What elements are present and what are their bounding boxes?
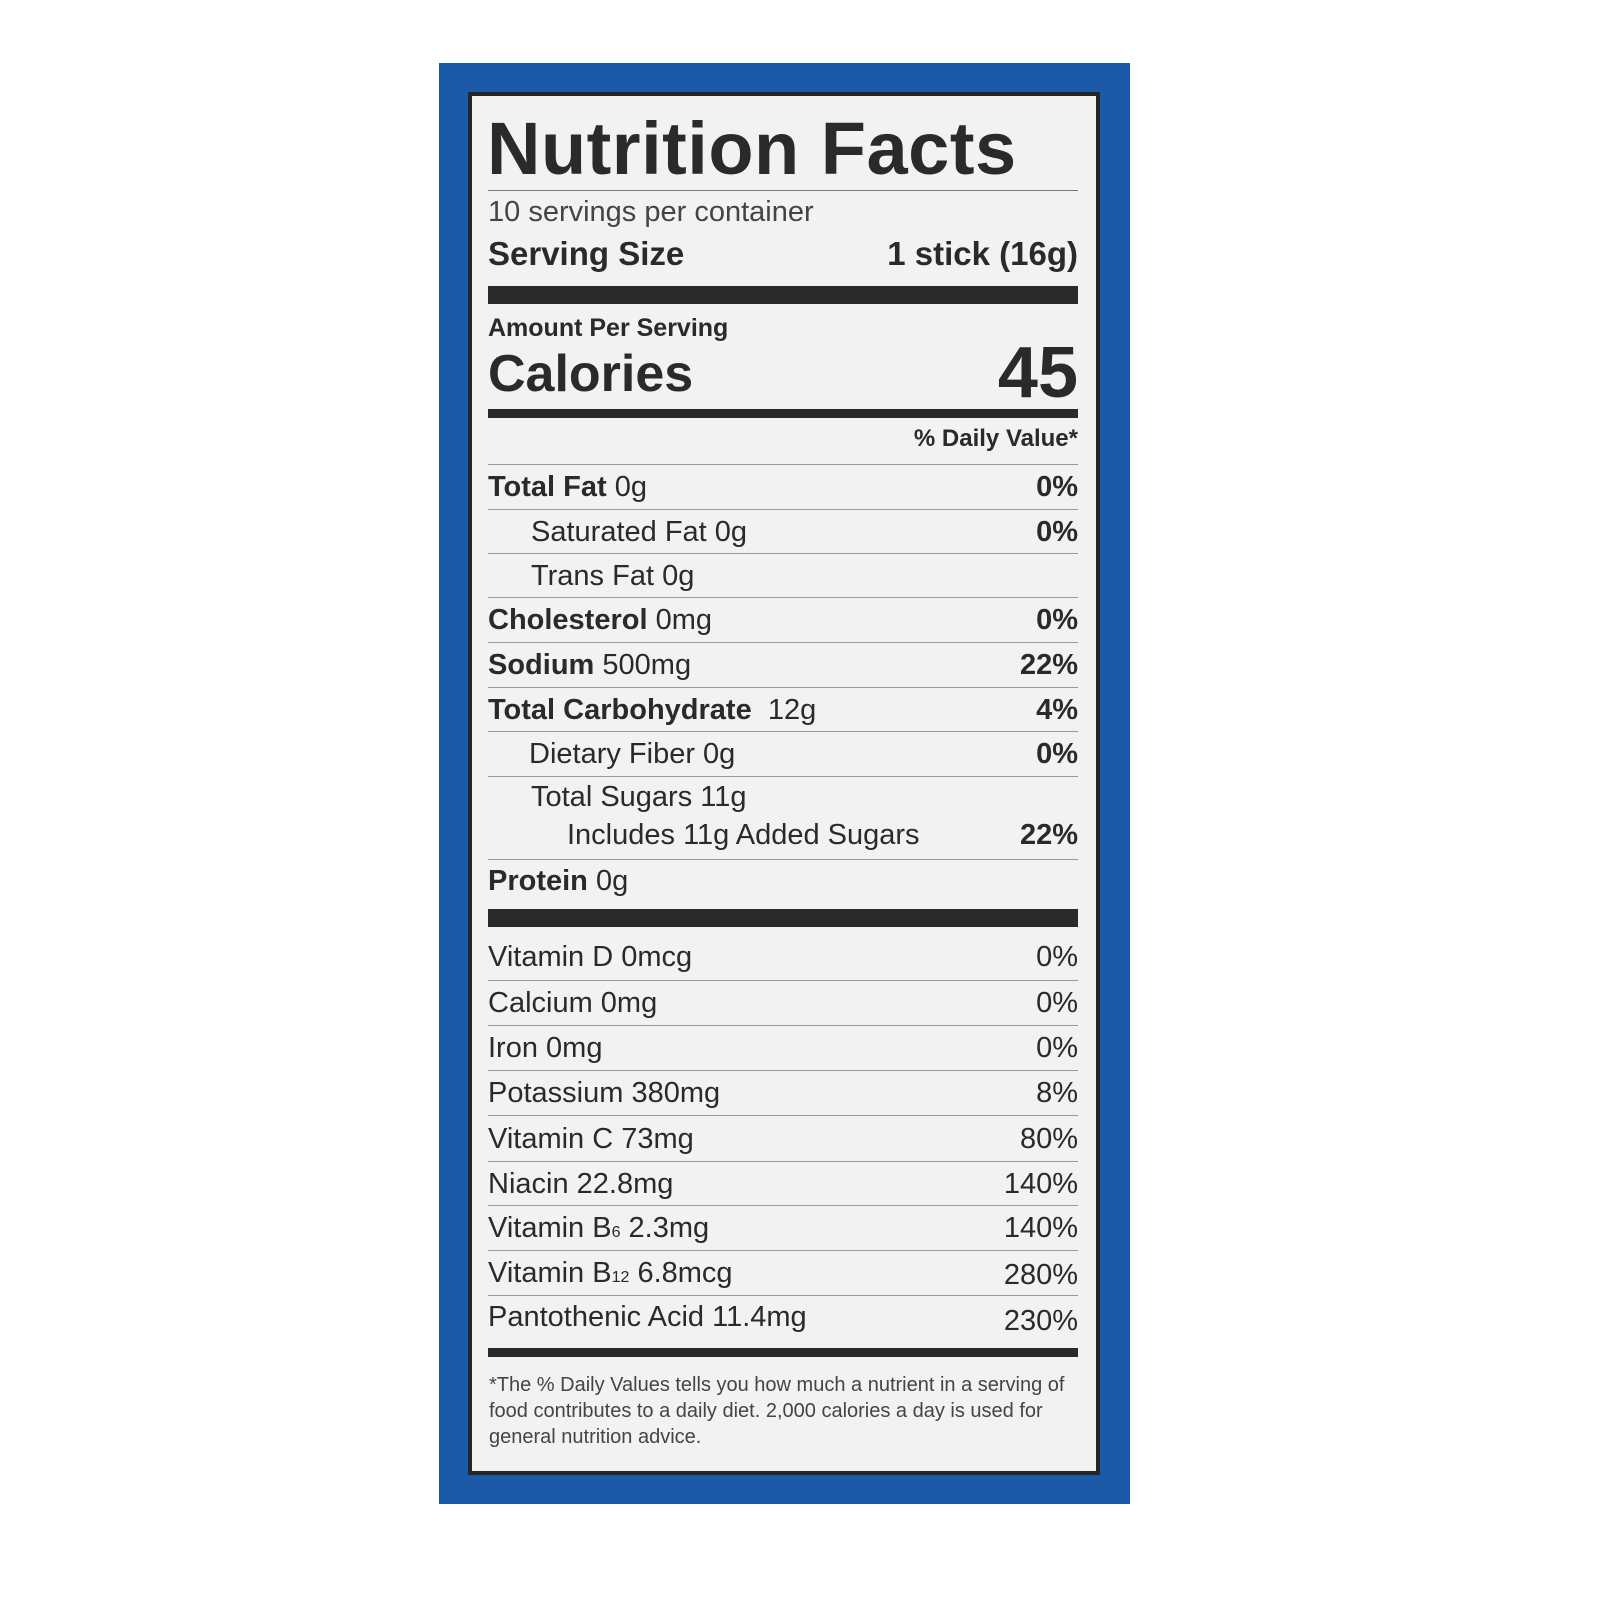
nutrient-label: Sodium [488,649,595,681]
divider [488,1205,1078,1206]
divider [488,1161,1078,1162]
serving-size-value: 1 stick (16g) [887,235,1078,272]
vitamin-amount: 2.3mg [628,1212,710,1244]
vitamin-label: Vitamin D 0mcg [488,941,693,973]
divider [488,1115,1078,1116]
nutrient-dv: 4% [1036,694,1078,726]
vitamin-dv: 140% [1003,1168,1078,1200]
nutrient-amount: 0g [595,865,629,897]
nutrient-label: Protein [488,865,588,897]
vitamin-row: Pantothenic Acid 11.4mg 230% [488,1297,1078,1341]
vitamin-label: Vitamin C 73mg [488,1123,694,1155]
medium-divider [488,1348,1078,1357]
vitamin-label: Potassium 380mg [488,1077,721,1109]
nutrient-row-dietary-fiber: Dietary Fiber 0g 0% [488,732,1078,776]
divider [488,776,1078,777]
nutrient-label: Trans Fat 0g [531,560,695,592]
nutrient-row-cholesterol: Cholesterol 0mg 0% [488,598,1078,642]
label-title: Nutrition Facts [487,107,1017,190]
divider [488,190,1078,191]
divider [488,1295,1078,1296]
vitamin-dv: 230% [1003,1305,1078,1337]
vitamin-label: Iron 0mg [488,1032,603,1064]
divider [488,859,1078,860]
nutrient-amount: 500mg [602,649,692,681]
servings-per-container: 10 servings per container [488,196,814,228]
nutrient-amount: 12g [767,694,817,726]
nutrient-row-saturated-fat: Saturated Fat 0g 0% [488,510,1078,554]
vitamin-row: Iron 0mg 0% [488,1026,1078,1070]
divider [488,1070,1078,1071]
nutrient-label: Dietary Fiber 0g [529,738,736,770]
medium-divider [488,409,1078,418]
calories-value: 45 [997,333,1078,413]
nutrition-label-panel [468,92,1100,1475]
nutrient-row-total-carbohydrate: Total Carbohydrate 12g 4% [488,688,1078,732]
vitamin-dv: 280% [1003,1259,1078,1291]
thick-divider [488,909,1078,927]
vitamin-dv: 0% [1036,987,1078,1019]
nutrient-dv: 22% [1019,649,1078,681]
nutrient-label: Total Sugars 11g [531,781,747,813]
serving-size-label: Serving Size [488,235,685,272]
nutrient-amount: 0mg [655,604,713,636]
nutrient-dv: 0% [1036,738,1078,770]
nutrient-label: Total Fat [488,471,607,503]
divider [488,464,1078,465]
nutrient-label: Includes 11g Added Sugars [567,819,920,851]
vitamin-label: Vitamin B [488,1257,612,1289]
vitamin-dv: 0% [1036,1032,1078,1064]
vitamin-subscript: 6 [611,1224,621,1241]
vitamin-dv: 0% [1036,941,1078,973]
vitamin-row: Potassium 380mg 8% [488,1071,1078,1115]
vitamin-label: Calcium 0mg [488,987,658,1019]
daily-value-header: % Daily Value* [913,425,1078,452]
nutrient-row-protein: Protein 0g [488,860,1078,904]
vitamin-row: Niacin 22.8mg 140% [488,1162,1078,1206]
nutrient-label: Cholesterol [488,604,648,636]
vitamin-label: Pantothenic Acid 11.4mg [488,1301,807,1333]
vitamin-row: Vitamin D 0mcg 0% [488,935,1078,979]
nutrient-row-trans-fat: Trans Fat 0g [488,554,1078,598]
thick-divider [488,286,1078,304]
vitamin-dv: 140% [1003,1212,1078,1244]
vitamin-row: Vitamin B6 2.3mg 140% [488,1206,1078,1250]
divider [488,597,1078,598]
divider [488,642,1078,643]
vitamin-row: Vitamin C 73mg 80% [488,1117,1078,1161]
vitamin-label: Niacin 22.8mg [488,1168,674,1200]
vitamin-subscript: 12 [611,1269,630,1286]
calories-label: Calories [488,345,694,403]
nutrient-row-total-sugars: Total Sugars 11g [488,777,1078,821]
serving-size-row: Serving Size 1 stick (16g) [488,237,1078,273]
nutrient-row-added-sugars: Includes 11g Added Sugars 22% [488,817,1078,861]
divider [488,687,1078,688]
vitamin-dv: 80% [1019,1123,1078,1155]
nutrient-dv: 0% [1036,471,1078,503]
divider [488,553,1078,554]
divider [488,1025,1078,1026]
calories-row: Calories 45 [488,337,1078,409]
nutrient-row-sodium: Sodium 500mg 22% [488,643,1078,687]
nutrient-dv: 0% [1036,604,1078,636]
divider [488,731,1078,732]
divider [488,1250,1078,1251]
nutrient-label: Saturated Fat 0g [531,516,748,548]
nutrient-row-total-fat: Total Fat 0g 0% [488,465,1078,509]
nutrient-amount: 0g [614,471,648,503]
amount-per-serving: Amount Per Serving [488,314,729,342]
vitamin-label: Vitamin B [488,1212,612,1244]
divider [488,509,1078,510]
vitamin-dv: 8% [1036,1077,1078,1109]
nutrient-dv: 0% [1036,516,1078,548]
vitamin-amount: 6.8mcg [637,1257,733,1289]
vitamin-row: Vitamin B12 6.8mcg 280% [488,1251,1078,1295]
divider [488,980,1078,981]
vitamin-row: Calcium 0mg 0% [488,981,1078,1025]
nutrient-label: Total Carbohydrate [488,694,752,726]
nutrient-dv: 22% [1019,819,1078,851]
footnote: *The % Daily Values tells you how much a… [489,1374,1065,1448]
